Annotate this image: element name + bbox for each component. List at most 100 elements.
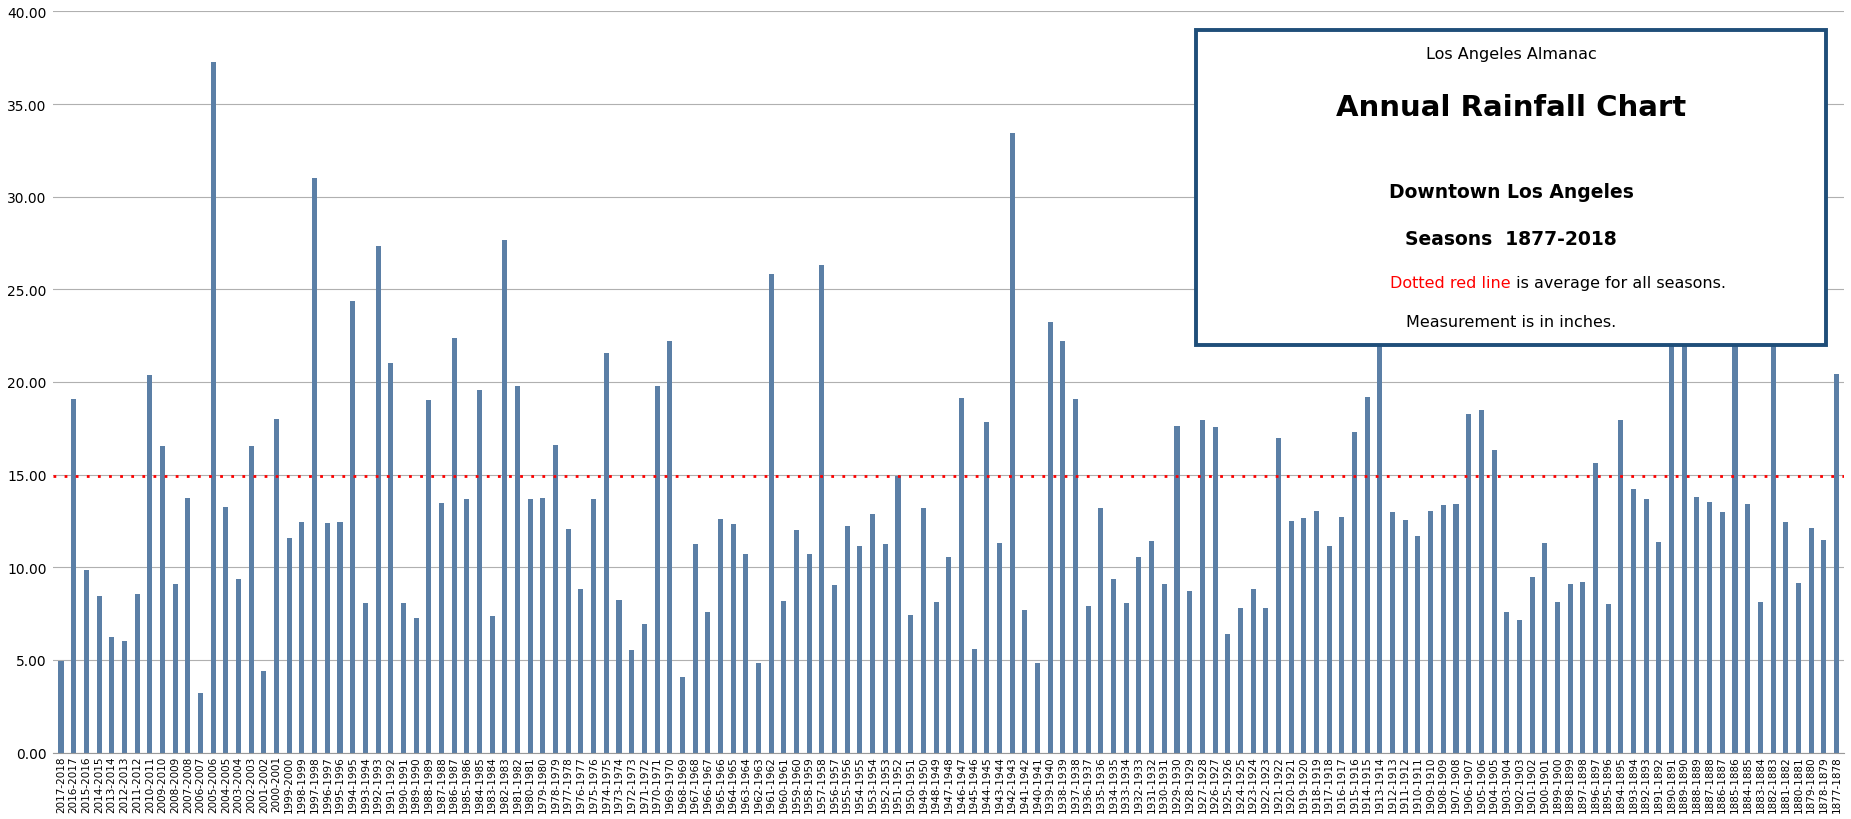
Bar	[1707, 503, 1712, 753]
Bar	[172, 585, 178, 753]
Bar	[1009, 133, 1014, 753]
Bar	[287, 539, 292, 753]
Bar	[439, 503, 444, 753]
Bar	[1022, 610, 1027, 753]
Bar	[515, 387, 520, 753]
Bar	[1758, 602, 1762, 753]
Text: Los Angeles Almanac: Los Angeles Almanac	[1425, 48, 1596, 62]
Bar	[135, 595, 139, 753]
Bar	[1364, 398, 1370, 753]
Bar	[883, 545, 888, 753]
Bar	[1657, 542, 1662, 753]
Bar	[1479, 410, 1485, 753]
Bar	[1351, 432, 1357, 753]
Bar	[211, 63, 217, 753]
Bar	[744, 554, 748, 753]
Bar	[1670, 330, 1673, 753]
Bar	[159, 447, 165, 753]
Text: is average for all seasons.: is average for all seasons.	[1510, 275, 1725, 290]
Bar	[553, 446, 559, 753]
Bar	[1137, 557, 1142, 753]
Bar	[1516, 620, 1522, 753]
Bar	[540, 498, 546, 753]
Bar	[1821, 541, 1827, 753]
Bar	[857, 546, 863, 753]
Bar	[198, 693, 204, 753]
Bar	[959, 399, 964, 753]
Bar	[794, 531, 800, 753]
Bar	[1416, 536, 1420, 753]
Bar	[1225, 635, 1231, 753]
Bar	[1275, 439, 1281, 753]
Bar	[1111, 579, 1116, 753]
Bar	[820, 265, 824, 753]
Bar	[1262, 608, 1268, 753]
Bar	[185, 498, 191, 753]
Bar	[1429, 511, 1433, 753]
Bar	[1694, 498, 1699, 753]
Text: Annual Rainfall Chart: Annual Rainfall Chart	[1336, 94, 1686, 122]
Bar	[692, 545, 698, 753]
Bar	[1834, 374, 1840, 753]
Bar	[1720, 513, 1725, 753]
Bar	[1795, 584, 1801, 753]
Bar	[870, 514, 876, 753]
Bar	[1783, 523, 1788, 753]
Bar	[679, 677, 685, 753]
Bar	[1162, 585, 1166, 753]
Bar	[946, 558, 951, 753]
Bar	[590, 499, 596, 753]
Bar	[616, 600, 622, 753]
Bar	[413, 618, 418, 753]
Bar	[985, 423, 988, 753]
Bar	[1238, 609, 1242, 753]
Bar	[1568, 585, 1573, 753]
Bar	[363, 603, 368, 753]
Bar	[909, 616, 913, 753]
Bar	[1301, 518, 1307, 753]
Bar	[1631, 490, 1636, 753]
Bar	[402, 603, 405, 753]
Bar	[933, 603, 938, 753]
Bar	[1453, 504, 1459, 753]
Bar	[844, 526, 850, 753]
Bar	[1340, 517, 1344, 753]
Text: Measurement is in inches.: Measurement is in inches.	[1407, 314, 1616, 329]
Bar	[426, 400, 431, 753]
Bar	[1035, 663, 1040, 753]
Bar	[1124, 603, 1129, 753]
Bar	[376, 247, 381, 753]
Bar	[1212, 428, 1218, 753]
Bar	[768, 274, 774, 753]
Bar	[1529, 577, 1534, 753]
Bar	[70, 400, 76, 753]
Bar	[1618, 420, 1623, 753]
Text: Seasons  1877-2018: Seasons 1877-2018	[1405, 229, 1618, 248]
Text: Dotted red line: Dotted red line	[1390, 275, 1510, 290]
Text: Downtown Los Angeles: Downtown Los Angeles	[1388, 183, 1633, 201]
Bar	[528, 500, 533, 753]
Bar	[350, 302, 355, 753]
Bar	[1771, 337, 1775, 753]
Bar	[1251, 590, 1255, 753]
Bar	[96, 596, 102, 753]
Bar	[478, 391, 481, 753]
Bar	[718, 519, 724, 753]
Bar	[465, 499, 470, 753]
Bar	[1061, 342, 1066, 753]
Bar	[109, 637, 115, 753]
Bar	[833, 585, 837, 753]
Bar	[224, 507, 228, 753]
Bar	[1505, 612, 1509, 753]
Bar	[972, 649, 977, 753]
Bar	[59, 661, 63, 753]
Bar	[389, 364, 392, 753]
Bar	[896, 476, 901, 753]
Bar	[1149, 541, 1155, 753]
Bar	[1087, 606, 1090, 753]
Bar	[1377, 295, 1383, 753]
Bar	[1390, 512, 1396, 753]
Bar	[781, 601, 787, 753]
Bar	[502, 241, 507, 753]
Bar	[148, 376, 152, 753]
